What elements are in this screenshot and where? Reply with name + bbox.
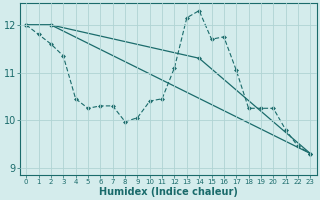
X-axis label: Humidex (Indice chaleur): Humidex (Indice chaleur): [99, 187, 238, 197]
